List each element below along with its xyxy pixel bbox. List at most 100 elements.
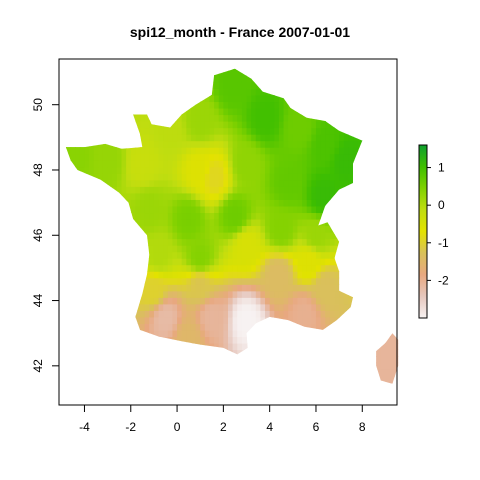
raster-cell	[79, 284, 86, 292]
raster-cell	[186, 342, 192, 351]
raster-cell	[362, 68, 368, 76]
raster-cell	[84, 310, 90, 318]
raster-cell	[214, 179, 220, 187]
raster-cell	[241, 297, 248, 305]
raster-cell	[325, 192, 331, 200]
raster-cell	[214, 225, 220, 233]
raster-cell	[292, 264, 299, 272]
raster-cell	[288, 88, 294, 96]
raster-cell	[278, 218, 285, 227]
raster-cell	[204, 212, 211, 220]
raster-cell	[269, 134, 275, 142]
raster-cell	[385, 382, 391, 384]
raster-cell	[265, 68, 271, 76]
raster-cell	[172, 238, 178, 246]
raster-cell	[149, 382, 155, 384]
raster-cell	[241, 179, 248, 187]
raster-cell	[209, 186, 215, 194]
raster-cell	[232, 212, 238, 220]
raster-cell	[283, 245, 289, 253]
raster-cell	[251, 160, 257, 168]
raster-cell	[102, 147, 109, 155]
raster-cell	[190, 94, 197, 103]
raster-cell	[218, 94, 224, 103]
raster-cell	[348, 101, 354, 109]
raster-cell	[214, 382, 220, 384]
raster-cell	[158, 238, 164, 246]
raster-cell	[214, 147, 220, 155]
raster-cell	[288, 218, 294, 227]
raster-cell	[121, 356, 127, 364]
raster-cell	[366, 199, 373, 207]
raster-cell	[65, 179, 67, 187]
raster-cell	[163, 375, 169, 383]
raster-cell	[251, 218, 257, 227]
raster-cell	[144, 316, 150, 324]
raster-cell	[102, 375, 109, 383]
raster-cell	[177, 356, 183, 364]
raster-cell	[112, 218, 118, 227]
raster-cell	[195, 68, 201, 70]
raster-cell	[228, 238, 234, 246]
raster-cell	[102, 316, 109, 324]
raster-cell	[214, 218, 220, 227]
raster-cell	[140, 232, 146, 240]
raster-cell	[380, 199, 387, 207]
raster-cell	[325, 245, 331, 253]
raster-cell	[140, 192, 146, 200]
raster-cell	[93, 232, 99, 240]
raster-cell	[107, 160, 113, 168]
raster-cell	[65, 153, 72, 161]
raster-cell	[65, 134, 67, 142]
raster-cell	[167, 349, 174, 357]
raster-cell	[65, 271, 72, 279]
raster-cell	[172, 173, 178, 181]
raster-cell	[278, 369, 285, 377]
raster-cell	[181, 316, 187, 324]
raster-cell	[167, 81, 174, 89]
raster-cell	[362, 218, 368, 227]
raster-cell	[163, 107, 169, 116]
raster-cell	[89, 316, 95, 324]
raster-cell	[385, 212, 391, 220]
raster-cell	[297, 94, 303, 103]
raster-cell	[362, 160, 368, 168]
raster-cell	[228, 140, 234, 148]
raster-cell	[366, 271, 373, 279]
raster-cell	[329, 153, 336, 161]
raster-cell	[65, 205, 67, 214]
raster-cell	[116, 147, 123, 155]
raster-cell	[288, 179, 294, 187]
raster-cell	[218, 140, 224, 148]
raster-cell	[251, 258, 257, 266]
raster-cell	[102, 68, 109, 76]
raster-cell	[214, 88, 220, 96]
raster-cell	[107, 107, 113, 116]
raster-cell	[283, 303, 289, 311]
raster-cell	[172, 114, 178, 122]
raster-cell	[144, 134, 150, 142]
raster-cell	[135, 310, 141, 318]
raster-cell	[93, 264, 99, 272]
raster-cell	[339, 134, 345, 142]
raster-cell	[315, 88, 322, 96]
raster-cell	[144, 218, 150, 227]
raster-cell	[89, 375, 95, 383]
raster-cell	[93, 81, 99, 89]
raster-cell	[292, 114, 299, 122]
raster-cell	[98, 258, 104, 266]
raster-cell	[126, 186, 132, 194]
raster-cell	[353, 362, 359, 370]
raster-cell	[339, 271, 345, 279]
raster-cell	[339, 68, 345, 76]
raster-cell	[228, 245, 234, 253]
raster-cell	[353, 127, 359, 135]
raster-cell	[228, 114, 234, 122]
raster-cell	[172, 232, 178, 240]
raster-cell	[297, 218, 303, 227]
raster-cell	[274, 336, 280, 344]
raster-cell	[334, 127, 340, 135]
raster-cell	[306, 212, 312, 220]
raster-cell	[348, 147, 354, 155]
